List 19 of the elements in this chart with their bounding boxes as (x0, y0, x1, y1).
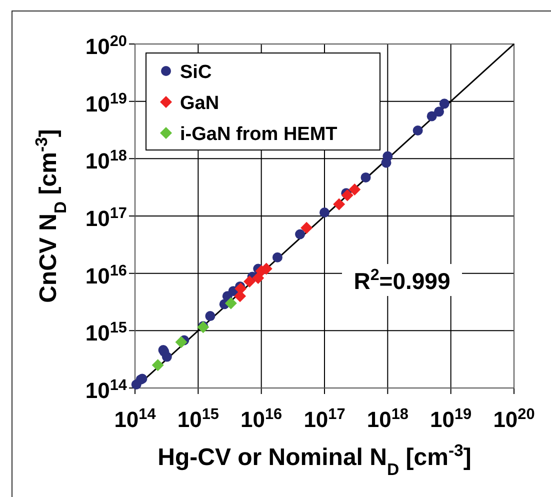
x-tick-label: 10$^{16}$ (240, 406, 282, 432)
x-axis-title: Hg-CV or Nominal N$_{D}$ [cm$^{-3}$] (158, 440, 472, 478)
x-tick-label: 10$^{17}$ (304, 406, 346, 432)
y-tick-label: 10$^{19}$ (85, 90, 127, 116)
y-tick-label: 10$^{14}$ (85, 376, 128, 403)
x-tick-label: 10$^{18}$ (366, 406, 409, 432)
legend-label: SiC (180, 62, 212, 83)
x-tick-label: 10$^{19}$ (430, 406, 472, 432)
x-tick-label: 10$^{14}$ (114, 406, 156, 432)
y-tick-label: 10$^{20}$ (85, 32, 127, 59)
annotation: R$^{2}$=0.999 (354, 266, 450, 294)
y-tick-label: 10$^{18}$ (85, 147, 128, 174)
x-tick-label: 10$^{15}$ (177, 406, 220, 432)
legend-label: i-GaN from HEMT (180, 124, 338, 145)
x-tick-label: 10$^{20}$ (493, 406, 535, 432)
y-tick-label: 10$^{17}$ (85, 204, 127, 231)
legend-label: GaN (180, 93, 220, 114)
y-tick-label: 10$^{15}$ (85, 319, 128, 346)
y-tick-label: 10$^{16}$ (85, 262, 127, 288)
